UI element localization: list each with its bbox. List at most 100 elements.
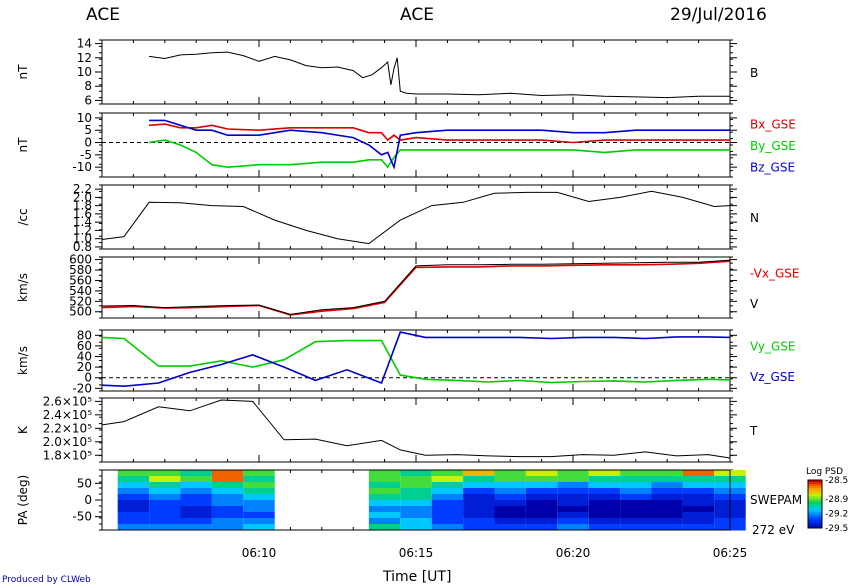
colorbar-swatch xyxy=(808,516,822,519)
heatmap-cell xyxy=(149,494,181,501)
y-tick-label: 80 xyxy=(77,328,92,342)
legend-v: V xyxy=(750,297,759,311)
colorbar-tick-label: -29.2 xyxy=(825,510,848,520)
series-line-t xyxy=(101,399,731,459)
heatmap-cell xyxy=(149,512,181,519)
heatmap-cell xyxy=(651,494,683,501)
y-axis-label: K xyxy=(16,425,30,434)
heatmap-cell xyxy=(651,476,683,483)
heatmap-cell xyxy=(557,518,589,525)
heatmap-cell xyxy=(557,512,589,519)
colorbar-swatch xyxy=(808,526,822,529)
heatmap-cell xyxy=(620,476,652,483)
heatmap-cell xyxy=(557,524,589,531)
heatmap-cell xyxy=(463,512,495,519)
heatmap-frame xyxy=(101,469,731,531)
heatmap-cell xyxy=(400,512,432,519)
heatmap-cell xyxy=(494,500,526,507)
colorbar-swatch xyxy=(808,512,822,515)
y-tick-label: 10 xyxy=(77,111,92,125)
series-line-v xyxy=(101,259,731,315)
heatmap-cell xyxy=(400,470,432,477)
heatmap-cell xyxy=(211,518,244,525)
legend-b: B xyxy=(750,66,758,80)
heatmap-cell xyxy=(651,500,683,507)
heatmap-cell xyxy=(620,482,652,489)
heatmap-cell xyxy=(368,476,401,483)
y-tick-label: 0 xyxy=(84,136,92,150)
colorbar-tick-label: -28.5 xyxy=(825,476,848,486)
heatmap-cell xyxy=(494,488,526,495)
heatmap-cell xyxy=(149,506,181,513)
y-tick-label: 1.6 xyxy=(73,207,92,221)
x-axis-label: Time [UT] xyxy=(382,569,451,584)
heatmap-cell xyxy=(682,518,715,525)
colorbar-swatch xyxy=(808,520,822,523)
heatmap-cell xyxy=(494,470,526,477)
heatmap-cell xyxy=(682,500,715,507)
heatmap-cell xyxy=(463,482,495,489)
heatmap-cell xyxy=(494,506,526,513)
colorbar-tick-label: -28.9 xyxy=(825,495,849,505)
heatmap-cell xyxy=(651,470,683,477)
heatmap-cell xyxy=(149,500,181,507)
heatmap-cell xyxy=(149,470,181,477)
series-line-bx-gse xyxy=(149,123,730,144)
heatmap-cell xyxy=(463,500,495,507)
heatmap-cell xyxy=(525,482,558,489)
heatmap-cell xyxy=(211,482,244,489)
heatmap-cell xyxy=(368,518,401,525)
y-tick-label: 1.0 xyxy=(73,232,92,246)
colorbar-swatch xyxy=(808,492,822,495)
y-axis-label: km/s xyxy=(16,346,30,375)
heatmap-cell xyxy=(149,518,181,525)
heatmap-cell xyxy=(368,488,401,495)
colorbar-swatch xyxy=(808,484,822,487)
y-tick-label: -10 xyxy=(72,160,92,174)
y-tick-label: 2.0 xyxy=(73,190,92,204)
heatmap-cell xyxy=(651,524,683,531)
y-tick-label: 10 xyxy=(77,65,92,79)
y-tick-label: 0 xyxy=(84,371,92,385)
heatmap-cell xyxy=(463,476,495,483)
series-line--vx-gse xyxy=(101,260,731,316)
colorbar-title: Log PSD xyxy=(806,467,843,477)
legend-vz-gse: Vz_GSE xyxy=(750,370,795,384)
heatmap-cell xyxy=(117,500,150,507)
heatmap-cell xyxy=(117,476,150,483)
heatmap-cell xyxy=(243,524,275,531)
heatmap-cell xyxy=(588,494,621,501)
heatmap-cell xyxy=(117,524,150,531)
colorbar-swatch xyxy=(808,494,822,497)
heatmap-cell xyxy=(117,506,150,513)
x-tick-label: 06:20 xyxy=(556,546,591,560)
heatmap-cell xyxy=(494,482,526,489)
heatmap-cell xyxy=(525,476,558,483)
heatmap-cell xyxy=(620,506,652,513)
heatmap-cell xyxy=(180,512,212,519)
heatmap-cell xyxy=(117,512,150,519)
heatmap-cell xyxy=(243,494,275,501)
legend-n: N xyxy=(750,211,759,225)
header-left-title: ACE xyxy=(86,5,120,25)
heatmap-cell xyxy=(557,476,589,483)
panel-3: 2.22.01.81.61.41.21.00.8/cc N xyxy=(16,182,759,254)
heatmap-cell xyxy=(243,476,275,483)
series-line-bz-gse xyxy=(149,119,730,170)
heatmap-cell xyxy=(400,506,432,513)
x-tick-label: 06:10 xyxy=(242,546,277,560)
heatmap-cell xyxy=(243,470,275,477)
heatmap-cell xyxy=(588,476,621,483)
heatmap-cell xyxy=(494,494,526,501)
colorbar-swatch xyxy=(808,524,822,527)
series-line-vz-gse xyxy=(101,331,731,388)
heatmap-cell xyxy=(117,494,150,501)
heatmap-cell xyxy=(149,524,181,531)
heatmap-cell xyxy=(211,488,244,495)
heatmap-cell xyxy=(211,506,244,513)
instrument-label: SWEPAM xyxy=(750,493,802,507)
heatmap-cell xyxy=(180,518,212,525)
heatmap-cell xyxy=(463,506,495,513)
